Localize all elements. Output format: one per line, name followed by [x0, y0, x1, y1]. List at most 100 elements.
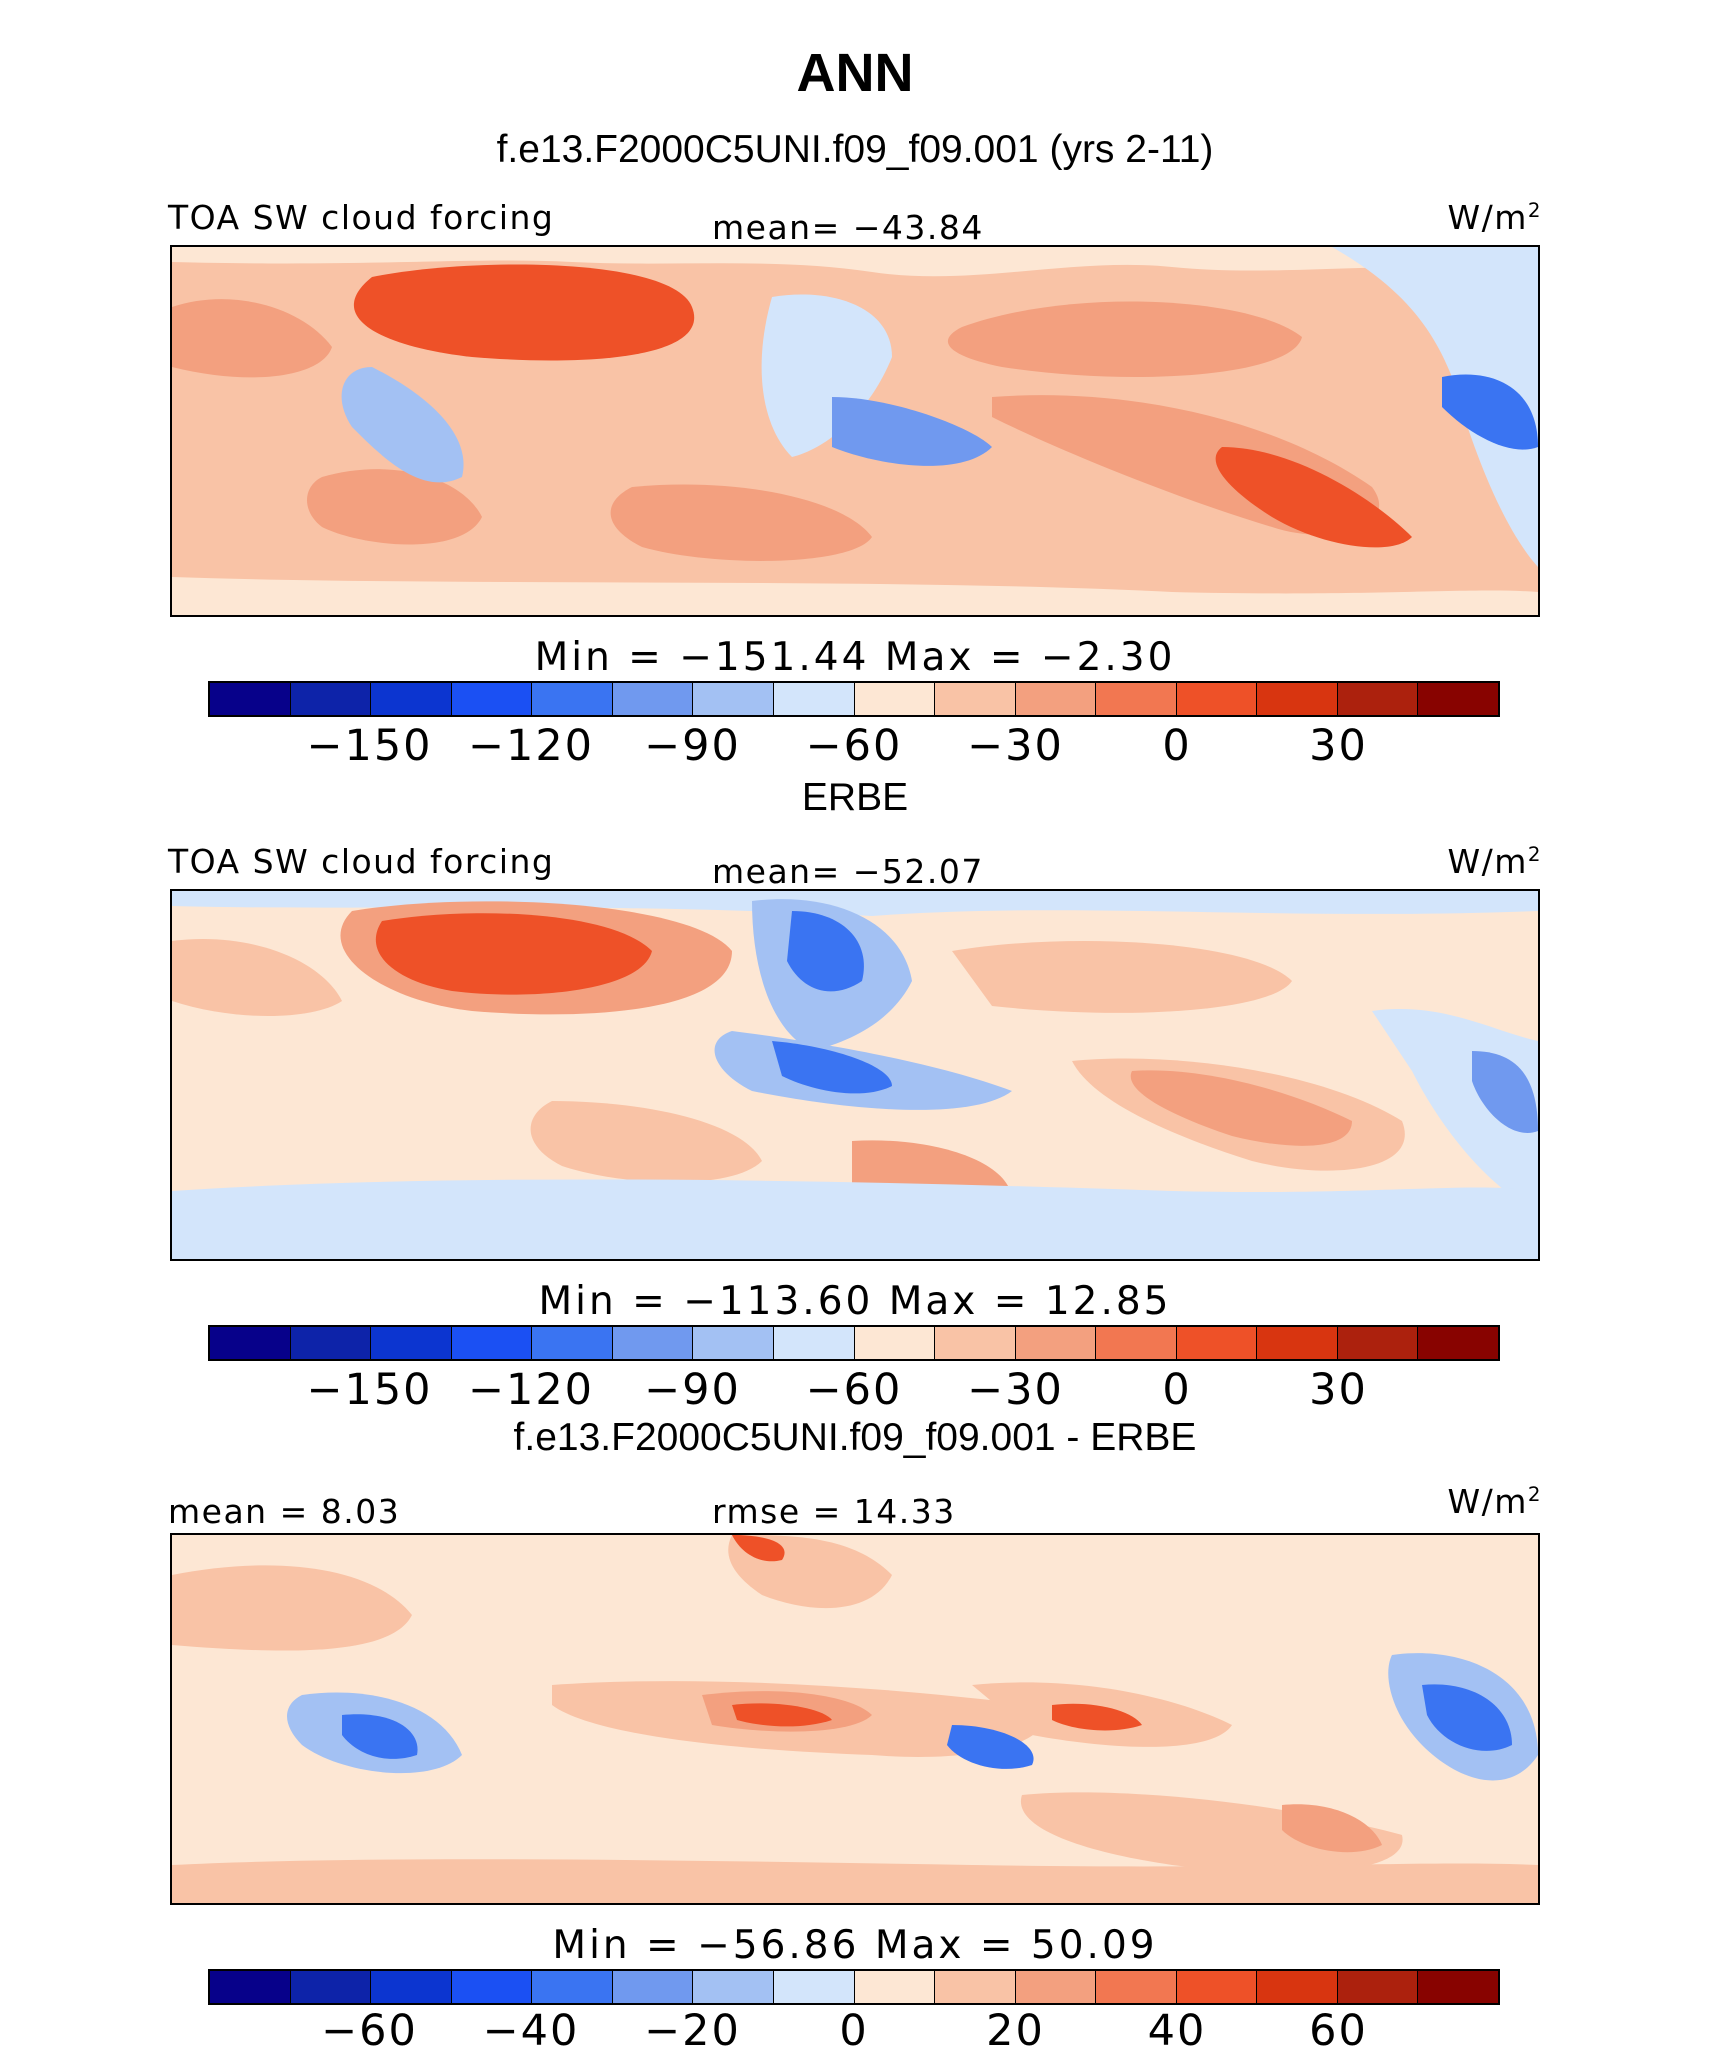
- colorbar-swatch: [854, 683, 936, 715]
- colorbar-swatch: [854, 1327, 936, 1359]
- panel-3-units: W/m2: [1447, 1482, 1542, 1521]
- panel-3-left-label: mean = 8.03: [168, 1492, 401, 1531]
- colorbar-swatch: [290, 683, 372, 715]
- colorbar-swatch: [451, 683, 533, 715]
- field-region: [1282, 1804, 1382, 1853]
- colorbar-swatch: [210, 1971, 291, 2003]
- field-region: [1472, 1051, 1538, 1133]
- colorbar-tick-label: −20: [644, 2006, 741, 2056]
- field-region: [1052, 1703, 1142, 1731]
- field-region: [342, 1714, 418, 1759]
- colorbar-swatch: [290, 1971, 372, 2003]
- colorbar-swatch: [1176, 1327, 1258, 1359]
- field-region: [832, 397, 992, 466]
- panel-2-title: ERBE: [801, 776, 909, 819]
- colorbar-swatch: [935, 683, 1016, 715]
- field-region: [172, 299, 332, 378]
- panel-3-field: [172, 1535, 1538, 1903]
- colorbar-tick-label: 40: [1147, 2006, 1207, 2056]
- field-region: [952, 941, 1292, 1013]
- field-region: [172, 1565, 412, 1651]
- colorbar-tick-label: −90: [644, 1365, 741, 1415]
- colorbar-swatch: [693, 1971, 774, 2003]
- field-region: [772, 1041, 892, 1094]
- panel-2-center-label: mean= −52.07: [712, 852, 984, 891]
- colorbar-tick-label: 0: [1162, 1365, 1192, 1415]
- panel-2-map: [170, 889, 1540, 1261]
- colorbar-swatch: [1015, 683, 1097, 715]
- colorbar-swatch: [612, 1327, 694, 1359]
- panel-3-map: [170, 1533, 1540, 1905]
- field-region: [353, 264, 695, 361]
- colorbar-tick-label: −120: [467, 721, 595, 771]
- colorbar-tick-label: −60: [805, 1365, 903, 1415]
- colorbar-swatch: [1257, 1327, 1338, 1359]
- colorbar-swatch: [1176, 1971, 1258, 2003]
- field-region: [947, 301, 1302, 377]
- field-region: [530, 1101, 762, 1183]
- panel-1-center-label: mean= −43.84: [712, 208, 984, 247]
- colorbar-tick-label: 60: [1309, 2006, 1368, 2056]
- colorbar-tick-label: −60: [321, 2006, 418, 2056]
- panel-3-title: f.e13.F2000C5UNI.f09_f09.001 - ERBE: [513, 1416, 1197, 1459]
- colorbar-swatch: [210, 683, 291, 715]
- colorbar-swatch: [1418, 1327, 1498, 1359]
- colorbar-swatch: [773, 1327, 855, 1359]
- field-region: [307, 469, 482, 545]
- colorbar-swatch: [371, 683, 452, 715]
- colorbar-tick-label: −90: [644, 721, 741, 771]
- colorbar-tick-label: 20: [986, 2006, 1045, 2056]
- panel-1-title: f.e13.F2000C5UNI.f09_f09.001 (yrs 2-11): [496, 128, 1214, 171]
- colorbar-tick-label: −150: [306, 721, 433, 771]
- colorbar-swatch: [1096, 683, 1177, 715]
- colorbar-swatch: [210, 1327, 291, 1359]
- field-region: [610, 484, 872, 561]
- colorbar-swatch: [1418, 1971, 1498, 2003]
- field-region: [172, 891, 1538, 916]
- field-region: [761, 294, 892, 457]
- colorbar-swatch: [612, 1971, 694, 2003]
- colorbar-swatch: [1257, 1971, 1338, 2003]
- panel-1-map: [170, 245, 1540, 617]
- field-region: [172, 939, 342, 1016]
- colorbar-swatch: [935, 1971, 1016, 2003]
- panel-2-units: W/m2: [1447, 842, 1542, 881]
- colorbar-swatch: [693, 683, 774, 715]
- colorbar-swatch: [290, 1327, 372, 1359]
- colorbar-tick-label: 30: [1309, 721, 1368, 771]
- panel-2-left-label: TOA SW cloud forcing: [168, 842, 555, 881]
- colorbar-swatch: [1337, 1327, 1419, 1359]
- colorbar-swatch: [371, 1971, 452, 2003]
- field-region: [1020, 1792, 1403, 1873]
- field-region: [732, 1535, 785, 1562]
- colorbar-swatch: [693, 1327, 774, 1359]
- field-region: [375, 913, 652, 995]
- panel-2-minmax: Min = −113.60 Max = 12.85: [538, 1279, 1172, 1324]
- colorbar-tick-label: 0: [839, 2006, 869, 2056]
- colorbar-tick-label: −60: [805, 721, 903, 771]
- field-region: [1332, 247, 1538, 567]
- colorbar-tick-label: −30: [967, 1365, 1064, 1415]
- colorbar-swatch: [773, 1971, 855, 2003]
- field-region: [1422, 1684, 1512, 1751]
- colorbar-tick-label: −150: [306, 1365, 433, 1415]
- field-region: [172, 247, 1538, 277]
- colorbar-swatch: [451, 1971, 533, 2003]
- colorbar-tick-label: −30: [967, 721, 1064, 771]
- colorbar-swatch: [773, 683, 855, 715]
- panel-1-units: W/m2: [1447, 198, 1542, 237]
- colorbar-swatch: [1015, 1971, 1097, 2003]
- field-region: [341, 367, 464, 483]
- panel-1-minmax: Min = −151.44 Max = −2.30: [534, 635, 1176, 680]
- field-region: [1215, 447, 1412, 548]
- field-region: [172, 1859, 1538, 1903]
- field-region: [1130, 1070, 1352, 1146]
- colorbar-tick-label: −40: [482, 2006, 580, 2056]
- field-region: [1442, 374, 1538, 450]
- colorbar-swatch: [532, 1327, 613, 1359]
- colorbar-swatch: [532, 1971, 613, 2003]
- colorbar-tick-label: 30: [1309, 1365, 1368, 1415]
- panel-2-colorbar: [208, 1325, 1500, 1361]
- field-region: [172, 577, 1538, 615]
